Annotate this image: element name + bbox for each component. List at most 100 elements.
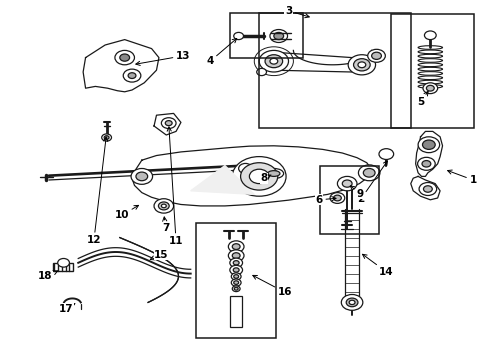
Circle shape xyxy=(102,134,111,141)
Polygon shape xyxy=(415,131,442,176)
Circle shape xyxy=(115,50,134,65)
Circle shape xyxy=(273,32,283,40)
Circle shape xyxy=(238,163,252,174)
Text: 5: 5 xyxy=(416,91,427,107)
Ellipse shape xyxy=(417,63,442,67)
Text: 12: 12 xyxy=(86,137,107,246)
Circle shape xyxy=(136,172,147,181)
Circle shape xyxy=(269,30,287,42)
Circle shape xyxy=(342,180,351,187)
Circle shape xyxy=(161,204,166,208)
Circle shape xyxy=(329,193,344,203)
Circle shape xyxy=(128,73,136,78)
Circle shape xyxy=(357,62,365,68)
Circle shape xyxy=(104,136,109,139)
Text: 2: 2 xyxy=(356,161,386,204)
Ellipse shape xyxy=(417,80,442,84)
Circle shape xyxy=(232,244,240,249)
Text: 11: 11 xyxy=(167,127,183,246)
Circle shape xyxy=(229,258,242,267)
Circle shape xyxy=(422,140,434,149)
Ellipse shape xyxy=(417,85,442,88)
Circle shape xyxy=(256,68,266,76)
Circle shape xyxy=(231,273,241,280)
Polygon shape xyxy=(410,176,439,200)
Bar xyxy=(390,14,473,128)
Text: 16: 16 xyxy=(252,275,292,297)
Circle shape xyxy=(417,137,439,153)
Text: 17: 17 xyxy=(59,303,75,314)
Circle shape xyxy=(348,300,354,305)
Ellipse shape xyxy=(417,46,442,49)
Circle shape xyxy=(421,161,430,167)
Polygon shape xyxy=(132,146,371,206)
Circle shape xyxy=(249,169,268,184)
Circle shape xyxy=(58,258,69,267)
Circle shape xyxy=(423,186,431,192)
Circle shape xyxy=(358,165,379,181)
Text: 3: 3 xyxy=(285,6,308,18)
Text: 1: 1 xyxy=(447,170,476,185)
Circle shape xyxy=(232,253,240,258)
Bar xyxy=(53,263,73,271)
Text: 4: 4 xyxy=(206,39,236,66)
Ellipse shape xyxy=(417,76,442,80)
Circle shape xyxy=(426,85,433,91)
Circle shape xyxy=(363,168,374,177)
Ellipse shape xyxy=(417,72,442,75)
Circle shape xyxy=(333,195,341,201)
Ellipse shape xyxy=(417,54,442,58)
Circle shape xyxy=(233,281,238,284)
Text: 18: 18 xyxy=(38,271,58,282)
Circle shape xyxy=(165,121,172,126)
Circle shape xyxy=(233,268,239,272)
Ellipse shape xyxy=(417,67,442,71)
Circle shape xyxy=(341,294,362,310)
Polygon shape xyxy=(190,166,254,194)
Circle shape xyxy=(228,250,244,261)
Circle shape xyxy=(234,287,238,290)
Bar xyxy=(195,223,276,338)
Circle shape xyxy=(233,261,239,265)
Text: 13: 13 xyxy=(136,51,190,66)
Circle shape xyxy=(371,52,381,59)
Bar xyxy=(259,13,410,128)
Bar xyxy=(320,166,378,234)
Circle shape xyxy=(347,55,375,75)
Polygon shape xyxy=(83,40,159,92)
Bar xyxy=(230,296,242,327)
Circle shape xyxy=(232,286,240,292)
Circle shape xyxy=(417,157,434,170)
Bar xyxy=(229,13,303,58)
Circle shape xyxy=(259,50,288,72)
Ellipse shape xyxy=(417,59,442,62)
Circle shape xyxy=(231,279,241,286)
Circle shape xyxy=(378,149,393,159)
Text: 10: 10 xyxy=(114,205,138,220)
Circle shape xyxy=(228,241,244,252)
Text: 8: 8 xyxy=(260,173,270,183)
Text: 15: 15 xyxy=(150,250,168,260)
Circle shape xyxy=(346,298,357,307)
Circle shape xyxy=(424,31,435,40)
Circle shape xyxy=(367,49,385,62)
Circle shape xyxy=(353,59,369,71)
Circle shape xyxy=(233,32,243,40)
Circle shape xyxy=(264,55,282,68)
Circle shape xyxy=(123,69,141,82)
Text: 6: 6 xyxy=(315,195,335,205)
Circle shape xyxy=(240,163,277,190)
Circle shape xyxy=(158,202,169,210)
Polygon shape xyxy=(154,113,181,135)
Circle shape xyxy=(154,199,173,213)
Circle shape xyxy=(337,176,356,191)
Circle shape xyxy=(229,265,242,275)
Circle shape xyxy=(418,183,436,195)
Circle shape xyxy=(120,54,129,61)
Text: 14: 14 xyxy=(362,254,393,277)
Text: 9: 9 xyxy=(349,186,364,199)
Text: 7: 7 xyxy=(162,217,169,233)
Ellipse shape xyxy=(417,50,442,54)
Circle shape xyxy=(161,118,176,129)
Circle shape xyxy=(269,58,277,64)
